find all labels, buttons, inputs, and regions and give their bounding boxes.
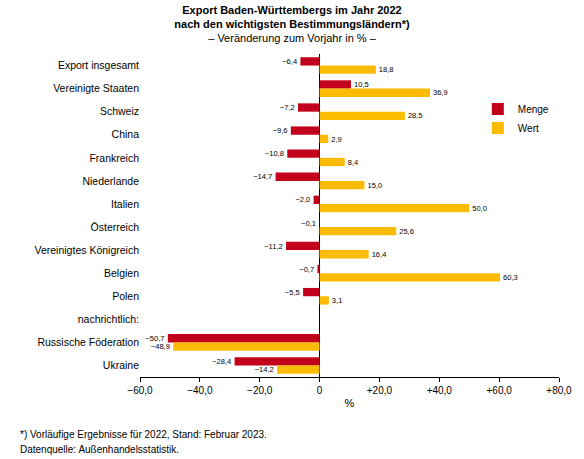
svg-text:Schweiz: Schweiz (100, 105, 139, 117)
svg-text:nachrichtlich:: nachrichtlich: (78, 313, 139, 325)
svg-text:+40,0: +40,0 (427, 385, 453, 396)
svg-text:−7,2: −7,2 (280, 103, 295, 112)
svg-text:−6,4: −6,4 (282, 57, 297, 66)
svg-text:+80,0: +80,0 (546, 385, 572, 396)
svg-text:0: 0 (317, 385, 323, 396)
svg-text:Export Baden-Württembergs im J: Export Baden-Württembergs im Jahr 2022na… (174, 4, 410, 45)
svg-text:−60,0: −60,0 (127, 385, 153, 396)
svg-text:28,5: 28,5 (408, 111, 423, 120)
svg-text:15,0: 15,0 (367, 181, 382, 190)
svg-text:−0,1: −0,1 (301, 219, 316, 228)
svg-text:Österreich: Österreich (91, 221, 140, 233)
svg-text:+20,0: +20,0 (367, 385, 393, 396)
svg-text:China: China (112, 128, 140, 140)
svg-text:25,6: 25,6 (399, 227, 414, 236)
svg-text:8,4: 8,4 (348, 158, 359, 167)
svg-text:−20,0: −20,0 (247, 385, 273, 396)
svg-text:−28,4: −28,4 (212, 357, 231, 366)
svg-text:%: % (345, 397, 355, 409)
svg-text:Export insgesamt: Export insgesamt (58, 59, 139, 71)
svg-text:−10,8: −10,8 (265, 149, 284, 158)
svg-text:−50,7: −50,7 (145, 334, 164, 343)
svg-text:*) Vorläufige Ergebnisse für 2: *) Vorläufige Ergebnisse für 2022, Stand… (20, 429, 267, 440)
svg-text:−48,9: −48,9 (151, 342, 170, 351)
svg-text:Wert: Wert (518, 123, 539, 134)
svg-text:Niederlande: Niederlande (82, 175, 139, 187)
svg-text:Italien: Italien (111, 198, 139, 210)
svg-text:Frankreich: Frankreich (89, 151, 139, 163)
svg-text:10,5: 10,5 (354, 80, 369, 89)
svg-text:−14,7: −14,7 (253, 172, 272, 181)
svg-text:Menge: Menge (518, 104, 549, 115)
svg-text:18,8: 18,8 (379, 65, 394, 74)
svg-text:−2,0: −2,0 (295, 195, 310, 204)
svg-text:© Statistisches Landesamt Bade: © Statistisches Landesamt Baden-Württemb… (333, 458, 570, 459)
svg-text:−40,0: −40,0 (187, 385, 213, 396)
svg-text:−9,6: −9,6 (273, 126, 288, 135)
svg-text:2,9: 2,9 (331, 135, 342, 144)
svg-text:Datenquelle: Außenhandelsstati: Datenquelle: Außenhandelsstatistik. (20, 444, 179, 455)
svg-text:Belgien: Belgien (104, 267, 139, 279)
svg-text:Ukraine: Ukraine (103, 359, 139, 371)
svg-text:Vereinigtes Königreich: Vereinigtes Königreich (35, 244, 140, 256)
svg-text:60,3: 60,3 (503, 273, 518, 282)
svg-text:16,4: 16,4 (372, 250, 387, 259)
svg-text:3,1: 3,1 (332, 296, 343, 305)
svg-text:−0,7: −0,7 (299, 265, 314, 274)
svg-text:Vereinigte Staaten: Vereinigte Staaten (53, 82, 139, 94)
svg-text:+60,0: +60,0 (486, 385, 512, 396)
svg-text:36,9: 36,9 (433, 88, 448, 97)
svg-text:−11,2: −11,2 (264, 242, 283, 251)
svg-text:−14,2: −14,2 (255, 365, 274, 374)
svg-text:50,0: 50,0 (472, 204, 487, 213)
svg-text:Russische Föderation: Russische Föderation (37, 336, 139, 348)
svg-text:−5,5: −5,5 (285, 288, 300, 297)
svg-text:Polen: Polen (112, 290, 139, 302)
